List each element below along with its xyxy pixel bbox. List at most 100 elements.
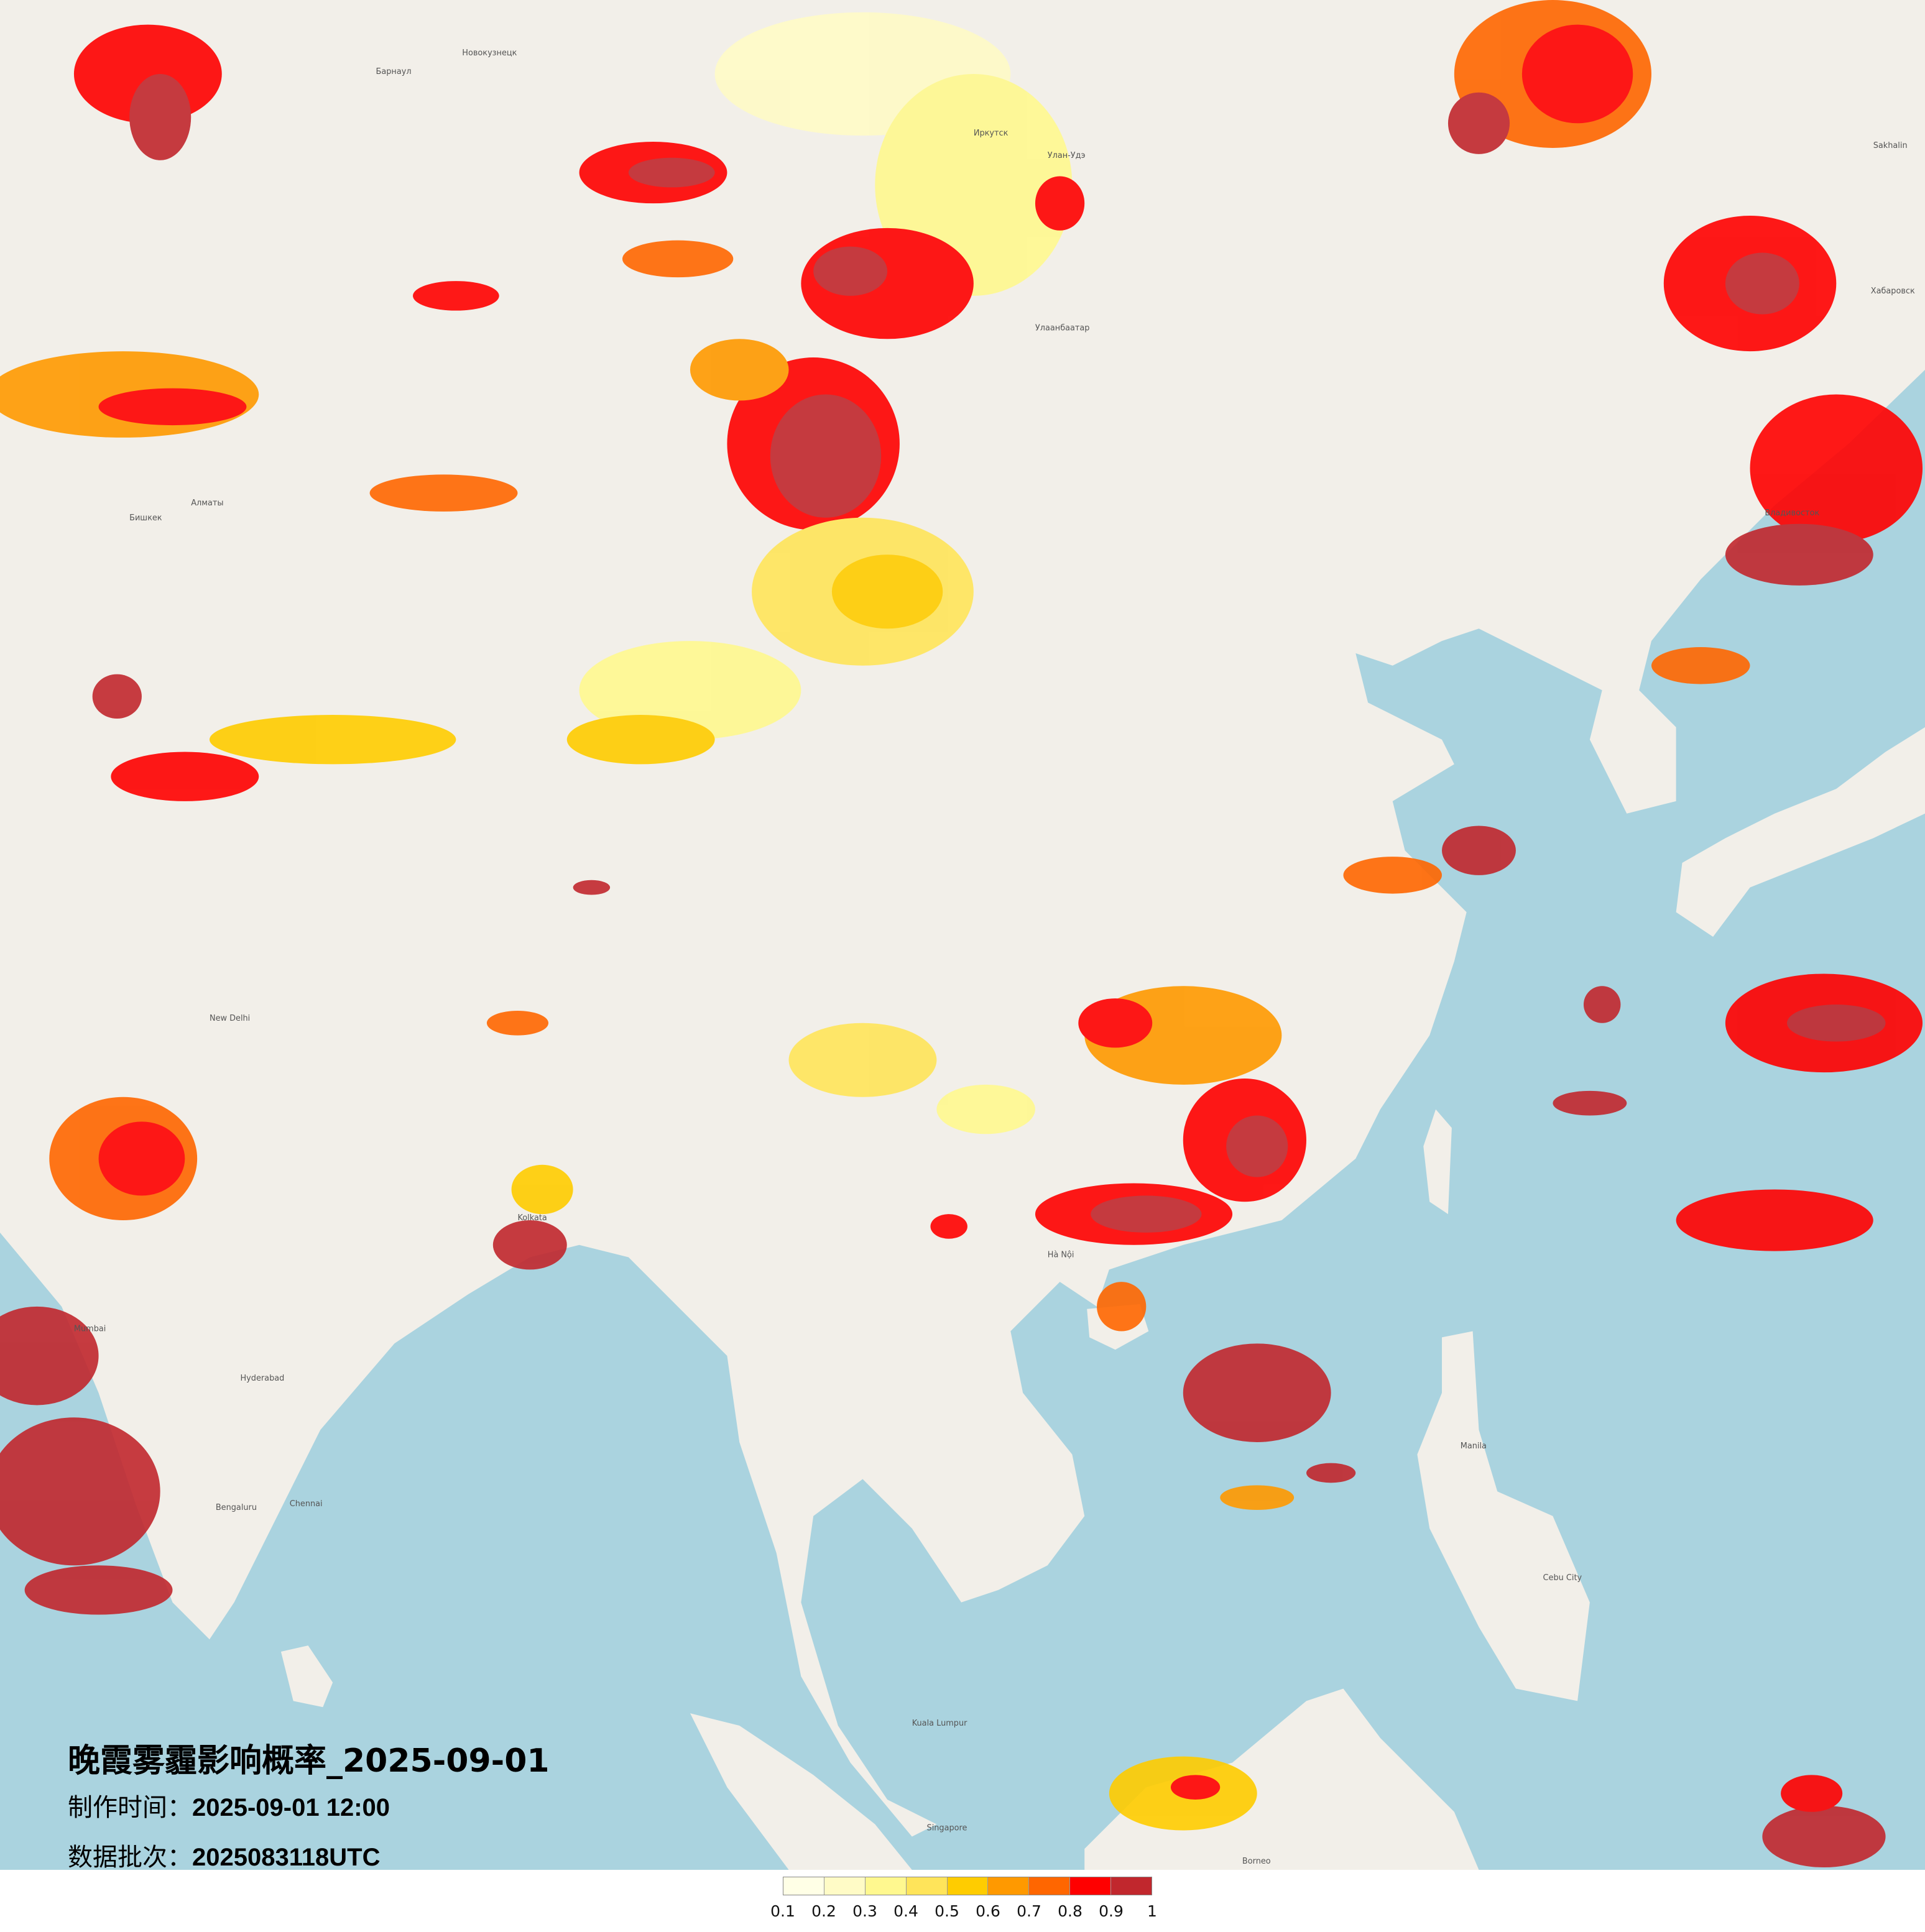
- place-label: Chennai: [290, 1499, 323, 1509]
- data-batch-label: 数据批次：: [68, 1843, 192, 1872]
- production-time-label: 制作时间：: [68, 1793, 192, 1822]
- place-label: Kuala Lumpur: [912, 1719, 967, 1728]
- haze-area: [936, 1084, 1035, 1134]
- legend-tick-label: 0.7: [1017, 1902, 1041, 1920]
- legend-swatch: [1111, 1877, 1152, 1895]
- legend-tick-label: 0.4: [893, 1902, 918, 1920]
- place-label: Borneo: [1242, 1857, 1271, 1866]
- legend-tick-label: 0.2: [811, 1902, 836, 1920]
- haze-area: [98, 388, 247, 426]
- haze-area: [1091, 1195, 1202, 1233]
- legend-swatch: [865, 1877, 907, 1895]
- haze-area: [628, 157, 715, 188]
- haze-area: [0, 1417, 160, 1566]
- haze-area: [1725, 523, 1873, 586]
- haze-area: [1762, 1805, 1886, 1868]
- place-label: Hyderabad: [241, 1374, 285, 1383]
- production-time-value: 2025-09-01 12:00: [192, 1794, 390, 1821]
- haze-area: [1725, 252, 1799, 315]
- place-label: Bengaluru: [216, 1503, 257, 1512]
- place-label: Singapore: [927, 1824, 967, 1833]
- land-sri-lanka: [280, 1645, 333, 1708]
- legend-swatch: [947, 1877, 989, 1895]
- haze-area: [788, 1023, 937, 1097]
- place-label: Барнаул: [376, 67, 412, 76]
- haze-area: [930, 1214, 967, 1239]
- place-label: Иркутск: [974, 129, 1009, 138]
- legend-swatch: [824, 1877, 866, 1895]
- haze-area: [1170, 1775, 1221, 1800]
- place-label: Manila: [1461, 1442, 1487, 1451]
- map-canvas[interactable]: Новокузнецк Барнаул Иркутск Улан-Удэ Улаанба…: [0, 0, 1925, 1870]
- haze-area: [486, 1010, 549, 1036]
- haze-area: [1787, 1005, 1886, 1042]
- haze-area: [412, 281, 499, 311]
- legend-tick-label: 0.6: [976, 1902, 1000, 1920]
- haze-area: [622, 240, 734, 278]
- haze-area: [1583, 986, 1621, 1023]
- haze-area: [98, 1121, 185, 1196]
- place-label: Улан-Удэ: [1048, 151, 1086, 160]
- land-taiwan: [1423, 1109, 1452, 1215]
- haze-area: [1750, 394, 1923, 543]
- haze-area: [1447, 92, 1510, 154]
- legend-tick-label: 1: [1147, 1902, 1157, 1920]
- place-label: Mumbai: [74, 1324, 106, 1333]
- haze-area: [1078, 998, 1153, 1048]
- legend-swatch: [906, 1877, 948, 1895]
- haze-area: [566, 715, 715, 765]
- legend-swatch: [988, 1877, 1030, 1895]
- haze-area: [1781, 1775, 1843, 1812]
- legend-swatch: [1029, 1877, 1071, 1895]
- haze-area: [1651, 647, 1750, 684]
- haze-area: [1035, 176, 1085, 231]
- place-label: Sakhalin: [1873, 141, 1908, 150]
- land-japan: [1676, 727, 1925, 937]
- place-label: Cebu City: [1543, 1573, 1582, 1583]
- place-label: New Delhi: [210, 1014, 250, 1023]
- haze-area: [1183, 1343, 1331, 1442]
- production-time: 制作时间：2025-09-01 12:00: [68, 1787, 390, 1823]
- haze-area: [1343, 857, 1443, 894]
- haze-area: [492, 1220, 567, 1270]
- haze-probability-overlay: [0, 0, 1923, 1868]
- haze-area: [209, 715, 456, 765]
- haze-area: [111, 752, 259, 801]
- legend-tick-label: 0.1: [770, 1902, 795, 1920]
- legend-swatch: [783, 1877, 824, 1895]
- haze-area: [770, 394, 882, 518]
- place-label: Хабаровск: [1871, 287, 1915, 296]
- haze-area: [1220, 1485, 1295, 1511]
- haze-area: [369, 474, 518, 512]
- place-label: Алматы: [191, 499, 223, 508]
- haze-area: [24, 1565, 173, 1615]
- legend-tick-label: 0.8: [1058, 1902, 1083, 1920]
- haze-area: [573, 880, 611, 895]
- haze-area: [129, 73, 192, 160]
- haze-area: [813, 246, 888, 296]
- haze-area: [579, 641, 801, 740]
- haze-area: [831, 554, 943, 629]
- legend-tick-label: 0.9: [1099, 1902, 1124, 1920]
- place-label: Hà Nội: [1048, 1251, 1074, 1260]
- haze-area: [92, 674, 142, 719]
- haze-area: [1553, 1090, 1627, 1116]
- haze-area: [1306, 1463, 1356, 1483]
- land-philippines: [1417, 1331, 1590, 1701]
- land-sumatra: [690, 1713, 912, 1870]
- color-legend: [783, 1877, 1152, 1895]
- place-label: Новокузнецк: [462, 48, 517, 58]
- data-batch-value: 2025083118UTC: [192, 1844, 381, 1871]
- legend-tick-label: 0.5: [935, 1902, 959, 1920]
- haze-area: [511, 1164, 573, 1215]
- legend-swatch: [1070, 1877, 1112, 1895]
- haze-area: [1676, 1189, 1873, 1251]
- land-mainland-asia: [0, 0, 1925, 1837]
- place-label: Бишкек: [129, 513, 162, 523]
- haze-area: [1226, 1115, 1288, 1177]
- data-batch: 数据批次：2025083118UTC: [68, 1837, 380, 1873]
- haze-area: [690, 339, 789, 401]
- haze-area: [0, 1306, 99, 1405]
- place-labels: Новокузнецк Барнаул Иркутск Улан-Удэ Улаанба…: [74, 48, 1915, 1866]
